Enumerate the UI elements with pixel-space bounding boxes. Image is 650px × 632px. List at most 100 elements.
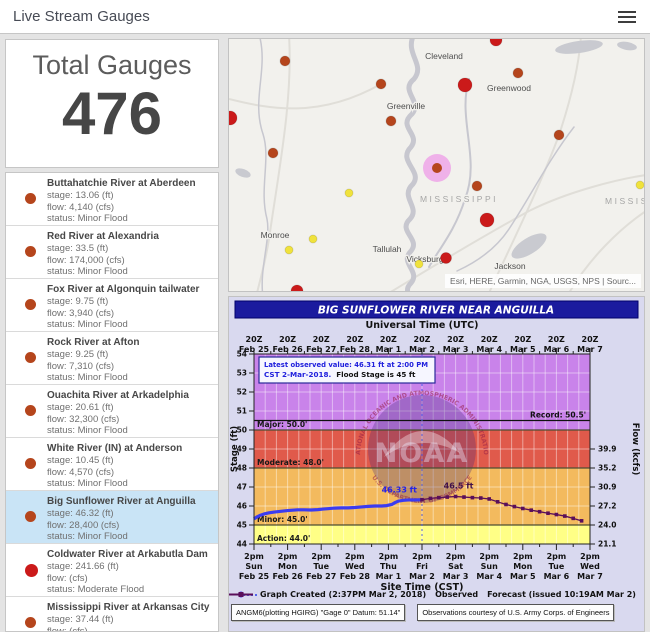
utc-tick-label: 20Z xyxy=(514,335,531,344)
gauge-list-item[interactable]: Buttahatchie River at Aberdeen stage: 13.… xyxy=(6,173,218,226)
cst-day-label: Wed xyxy=(345,562,365,571)
total-gauges-card: Total Gauges 476 xyxy=(5,39,219,168)
gauge-marker[interactable] xyxy=(479,212,495,228)
gauge-name: Rock River at Afton xyxy=(47,337,140,348)
gauge-list-item[interactable]: Red River at Alexandria stage: 33.5 (ft) f… xyxy=(6,226,218,279)
gauge-marker[interactable] xyxy=(512,67,524,79)
gauge-marker-selected[interactable] xyxy=(432,163,442,173)
stage-tick-label: 50 xyxy=(237,426,247,435)
cst-tick-label: 2pm xyxy=(446,552,466,561)
gauge-status-dot xyxy=(25,352,36,363)
gauge-flow: flow: (cfs) xyxy=(47,625,88,632)
cst-tick-label: 2pm xyxy=(580,552,600,561)
cst-date-label: Mar 6 xyxy=(544,572,570,581)
chart-bottom-axis-label: Site Time (CST) xyxy=(381,582,464,593)
flood-zone-label: Minor: 45.0' xyxy=(257,515,308,524)
map-attribution: Esri, HERE, Garmin, NGA, USGS, NPS | Sou… xyxy=(445,274,641,288)
map-state-label: MISSISSIPPI xyxy=(420,194,498,204)
map-river xyxy=(403,39,421,291)
gauge-marker[interactable] xyxy=(308,234,318,244)
gauge-marker[interactable] xyxy=(471,180,483,192)
gauge-name: Mississippi River at Arkansas City xyxy=(47,602,210,613)
gauge-marker[interactable] xyxy=(440,252,452,264)
total-gauges-label: Total Gauges xyxy=(32,50,192,80)
gauge-marker[interactable] xyxy=(229,110,238,126)
gauge-status-dot xyxy=(25,246,36,257)
utc-tick-label: 20Z xyxy=(246,335,263,344)
gauge-list-item[interactable]: Fox River at Algonquin tailwater stage: 9… xyxy=(6,279,218,332)
gauge-name: Fox River at Algonquin tailwater xyxy=(47,284,200,295)
gauge-list-item[interactable]: Mississippi River at Arkansas City stage:… xyxy=(6,597,218,632)
cst-day-label: Sun xyxy=(245,562,262,571)
legend-graph-created-label: Graph Created (2:37PM Mar 2, 2018) xyxy=(260,590,427,599)
forecast-point xyxy=(563,514,567,518)
gauge-marker[interactable] xyxy=(279,55,291,67)
gauge-marker[interactable] xyxy=(414,259,424,269)
chart-title: BIG SUNFLOWER RIVER NEAR ANGUILLA xyxy=(318,305,554,317)
cst-tick-label: 2pm xyxy=(278,552,298,561)
gauge-status-dot xyxy=(25,458,36,469)
gauge-stage: stage: 241.66 (ft) xyxy=(47,561,119,572)
utc-tick-label: 20Z xyxy=(481,335,498,344)
stage-tick-label: 45 xyxy=(237,521,247,530)
gauge-stage: stage: 33.5 (ft) xyxy=(47,243,109,254)
gauge-list-item[interactable]: White River (IN) at Anderson stage: 10.45… xyxy=(6,438,218,491)
gauge-marker[interactable] xyxy=(344,188,354,198)
flow-tick-label: 39.9 xyxy=(598,445,617,454)
gauge-list-item[interactable]: Big Sunflower River at Anguilla stage: 46… xyxy=(6,491,218,544)
forecast-point xyxy=(445,495,449,499)
gauge-marker[interactable] xyxy=(553,129,565,141)
cst-date-label: Mar 3 xyxy=(443,572,469,581)
map-road xyxy=(390,174,644,291)
stage-tick-label: 51 xyxy=(237,407,247,416)
gauge-status: status: Minor Flood xyxy=(47,478,128,489)
gauge-name: Big Sunflower River at Anguilla xyxy=(47,496,196,507)
forecast-point xyxy=(453,494,458,499)
chart-top-axis-label: Universal Time (UTC) xyxy=(366,320,479,331)
map-canvas[interactable]: Cleveland Greenwood Greenville Monroe Tallul… xyxy=(229,39,644,291)
gauge-marker[interactable] xyxy=(375,78,387,90)
app-header: Live Stream Gauges xyxy=(0,0,650,34)
map-city-label: Cleveland xyxy=(425,51,463,61)
map-panel[interactable]: Cleveland Greenwood Greenville Monroe Tallul… xyxy=(228,38,645,292)
gauge-list-item[interactable]: Ouachita River at Arkadelphia stage: 20.6… xyxy=(6,385,218,438)
map-river xyxy=(257,39,269,291)
gauge-marker[interactable] xyxy=(267,147,279,159)
gauge-list-item[interactable]: Rock River at Afton stage: 9.25 (ft) flow:… xyxy=(6,332,218,385)
gauge-marker[interactable] xyxy=(457,77,473,93)
cst-day-label: Mon xyxy=(278,562,297,571)
stage-tick-label: 47 xyxy=(237,483,247,492)
stage-tick-label: 53 xyxy=(237,369,247,378)
gauge-marker[interactable] xyxy=(290,284,304,291)
map-city-label: Greenwood xyxy=(487,83,531,93)
gage-datum-note: ANGM6(plotting HGIRG) "Gage 0" Datum: 51… xyxy=(231,604,406,621)
map-river xyxy=(428,78,472,268)
gauge-marker[interactable] xyxy=(635,180,644,190)
legend-observed-label: Observed xyxy=(435,590,479,599)
legend-graph-created: Graph Created (2:37PM Mar 2, 2018) xyxy=(239,590,426,599)
gauge-status-dot xyxy=(25,564,38,577)
cst-date-label: Feb 26 xyxy=(272,572,303,581)
gauge-marker[interactable] xyxy=(284,245,294,255)
cst-date-label: Mar 2 xyxy=(409,572,435,581)
cst-tick-label: 2pm xyxy=(379,552,399,561)
forecast-point xyxy=(487,497,491,501)
latest-observed-line1: Latest observed value: 46.31 ft at 2:00 … xyxy=(264,360,428,369)
gauge-marker[interactable] xyxy=(489,39,503,47)
cst-date-label: Mar 5 xyxy=(510,572,536,581)
gauge-stage: stage: 13.06 (ft) xyxy=(47,190,114,201)
gauge-stage: stage: 20.61 (ft) xyxy=(47,402,114,413)
gauge-marker[interactable] xyxy=(385,115,397,127)
stage-tick-label: 49 xyxy=(237,445,247,454)
forecast-point xyxy=(546,511,550,516)
hamburger-menu-icon[interactable] xyxy=(618,11,636,24)
svg-text:NOAA: NOAA xyxy=(375,438,470,469)
map-river xyxy=(456,126,575,272)
gauge-name: White River (IN) at Anderson xyxy=(47,443,183,454)
cst-day-label: Wed xyxy=(580,562,600,571)
gauge-list-item[interactable]: Coldwater River at Arkabutla Dam stage: 2… xyxy=(6,544,218,597)
gauge-status-dot xyxy=(25,193,36,204)
gauge-status-dot xyxy=(25,511,36,522)
gauge-name: Coldwater River at Arkabutla Dam xyxy=(47,549,208,560)
